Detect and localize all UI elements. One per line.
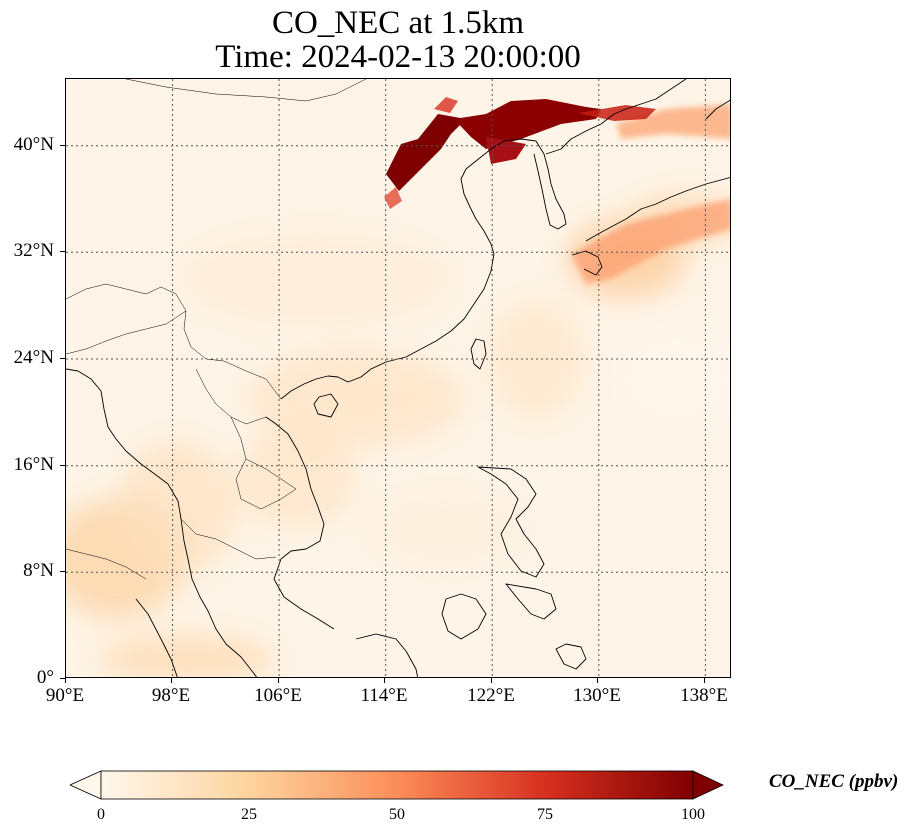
lat-tick-label: 40°N xyxy=(13,134,54,155)
colorbar xyxy=(70,770,724,800)
colorbar-tick-label: 75 xyxy=(537,806,553,823)
lon-tick-mark-130 xyxy=(597,678,598,683)
lon-tick-label: 114°E xyxy=(360,685,408,706)
map-title: CO_NEC at 1.5km Time: 2024-02-13 20:00:0… xyxy=(65,6,731,74)
lat-tick-mark-0 xyxy=(60,678,65,679)
map-panel[interactable] xyxy=(65,78,731,678)
lon-tick-label: 106°E xyxy=(254,685,302,706)
colorbar-gradient xyxy=(100,770,694,800)
japan-plume xyxy=(571,104,730,284)
high-co-plume xyxy=(384,97,656,209)
lat-tick-mark-24 xyxy=(60,358,65,359)
lon-tick-label: 90°E xyxy=(45,685,85,706)
map-canvas xyxy=(66,79,730,677)
lon-tick-mark-106 xyxy=(278,678,279,683)
lat-tick-label: 8°N xyxy=(23,560,54,581)
lon-tick-label: 122°E xyxy=(467,685,515,706)
colorbar-tick-label: 50 xyxy=(389,806,405,823)
lon-tick-mark-98 xyxy=(171,678,172,683)
lon-tick-mark-138 xyxy=(704,678,705,683)
lon-tick-label: 138°E xyxy=(680,685,728,706)
lat-tick-mark-8 xyxy=(60,571,65,572)
lat-tick-mark-32 xyxy=(60,251,65,252)
title-line-1: CO_NEC at 1.5km xyxy=(271,5,525,41)
lat-tick-label: 0° xyxy=(36,667,54,688)
lon-tick-mark-122 xyxy=(491,678,492,683)
colorbar-min-extend xyxy=(70,770,102,800)
lat-tick-label: 32°N xyxy=(13,240,54,261)
colorbar-max-extend xyxy=(692,770,724,800)
coastlines xyxy=(66,79,730,677)
lon-tick-label: 130°E xyxy=(573,685,621,706)
colorbar-tick-label: 0 xyxy=(97,806,105,823)
colorbar-label: CO_NEC (ppbv) xyxy=(769,771,899,792)
lat-tick-label: 16°N xyxy=(13,454,54,475)
lat-tick-mark-40 xyxy=(60,145,65,146)
colorbar-tick-label: 100 xyxy=(681,806,705,823)
lon-tick-mark-114 xyxy=(384,678,385,683)
title-line-2: Time: 2024-02-13 20:00:00 xyxy=(215,39,581,75)
lon-tick-mark-90 xyxy=(65,678,66,683)
lon-tick-label: 98°E xyxy=(151,685,191,706)
lat-tick-label: 24°N xyxy=(13,347,54,368)
country-borders xyxy=(66,79,367,580)
lat-tick-mark-16 xyxy=(60,465,65,466)
gridlines xyxy=(66,79,730,677)
colorbar-tick-label: 25 xyxy=(241,806,257,823)
